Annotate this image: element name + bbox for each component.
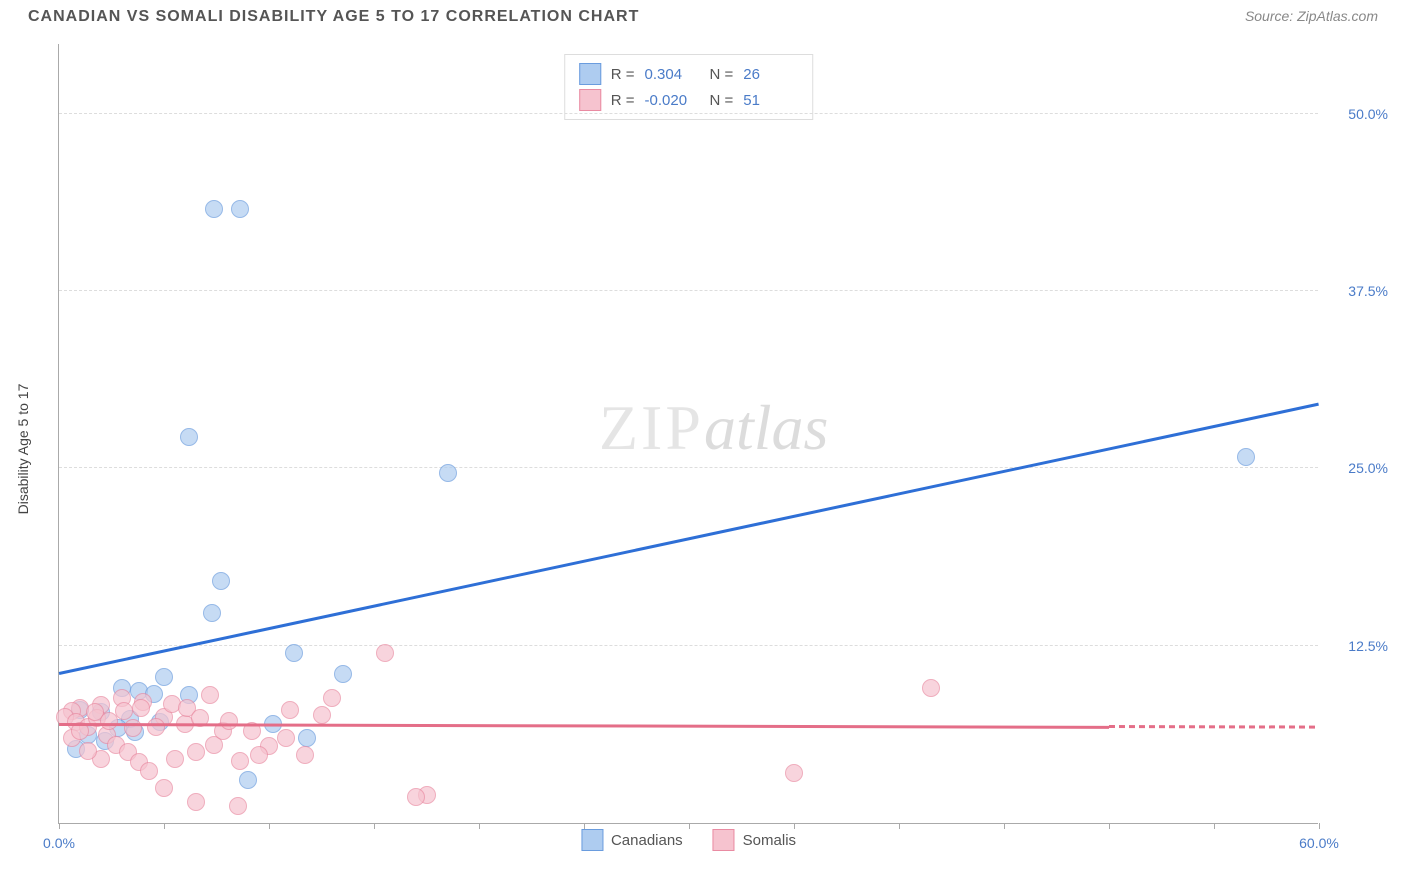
- scatter-point: [203, 604, 221, 622]
- legend-swatch: [579, 89, 601, 111]
- xtick: [1214, 823, 1215, 829]
- xtick-label-min: 0.0%: [43, 835, 75, 851]
- chart-title: CANADIAN VS SOMALI DISABILITY AGE 5 TO 1…: [28, 8, 639, 26]
- legend-r-value: 0.304: [645, 66, 700, 83]
- ytick-label: 25.0%: [1328, 460, 1388, 476]
- scatter-point: [277, 729, 295, 747]
- xtick: [164, 823, 165, 829]
- legend-swatch: [581, 829, 603, 851]
- legend-r-value: -0.020: [645, 92, 700, 109]
- scatter-point: [229, 797, 247, 815]
- scatter-point: [79, 742, 97, 760]
- trend-line: [1109, 725, 1319, 728]
- xtick: [59, 823, 60, 829]
- scatter-point: [922, 679, 940, 697]
- xtick: [269, 823, 270, 829]
- gridline-h: [59, 113, 1318, 114]
- ytick-label: 12.5%: [1328, 638, 1388, 654]
- trend-line: [59, 402, 1320, 674]
- legend-swatch: [579, 63, 601, 85]
- gridline-h: [59, 645, 1318, 646]
- scatter-point: [212, 572, 230, 590]
- scatter-point: [231, 752, 249, 770]
- legend-r-label: R =: [611, 66, 635, 83]
- scatter-point: [140, 762, 158, 780]
- legend-correlation-row: R = -0.020 N = 51: [579, 87, 799, 113]
- legend-r-label: R =: [611, 92, 635, 109]
- legend-series-label: Canadians: [611, 832, 683, 849]
- scatter-point: [155, 779, 173, 797]
- scatter-point: [132, 699, 150, 717]
- chart-source: Source: ZipAtlas.com: [1245, 8, 1378, 26]
- scatter-point: [285, 644, 303, 662]
- scatter-point: [376, 644, 394, 662]
- xtick: [899, 823, 900, 829]
- scatter-point: [115, 702, 133, 720]
- scatter-point: [281, 701, 299, 719]
- scatter-point: [785, 764, 803, 782]
- legend-swatch: [713, 829, 735, 851]
- legend-n-label: N =: [710, 66, 734, 83]
- scatter-point: [205, 200, 223, 218]
- xtick: [689, 823, 690, 829]
- scatter-point: [220, 712, 238, 730]
- xtick: [1004, 823, 1005, 829]
- legend-n-label: N =: [710, 92, 734, 109]
- scatter-point: [313, 706, 331, 724]
- legend-correlations: R = 0.304 N = 26 R = -0.020 N = 51: [564, 54, 814, 120]
- scatter-point: [124, 719, 142, 737]
- legend-series: Canadians Somalis: [581, 829, 796, 851]
- scatter-point: [187, 743, 205, 761]
- source-prefix: Source:: [1245, 8, 1297, 24]
- scatter-point: [231, 200, 249, 218]
- legend-series-item: Canadians: [581, 829, 683, 851]
- scatter-point: [180, 428, 198, 446]
- xtick: [794, 823, 795, 829]
- xtick-label-max: 60.0%: [1299, 835, 1339, 851]
- legend-n-value: 51: [743, 92, 798, 109]
- scatter-point: [166, 750, 184, 768]
- source-name: ZipAtlas.com: [1297, 8, 1378, 24]
- scatter-point: [334, 665, 352, 683]
- plot-area: ZIPatlas R =0.304N =26R =-0.020N =51 Can…: [58, 44, 1318, 824]
- ytick-label: 37.5%: [1328, 283, 1388, 299]
- scatter-point: [155, 668, 173, 686]
- legend-series-item: Somalis: [713, 829, 796, 851]
- scatter-point: [323, 689, 341, 707]
- legend-correlation-row: R = 0.304 N = 26: [579, 61, 799, 87]
- watermark-right: atlas: [704, 392, 828, 463]
- gridline-h: [59, 290, 1318, 291]
- scatter-point: [147, 718, 165, 736]
- gridline-h: [59, 467, 1318, 468]
- scatter-point: [239, 771, 257, 789]
- scatter-point: [1237, 448, 1255, 466]
- ytick-label: 50.0%: [1328, 106, 1388, 122]
- xtick: [374, 823, 375, 829]
- xtick: [1109, 823, 1110, 829]
- scatter-point: [439, 464, 457, 482]
- watermark: ZIPatlas: [599, 391, 828, 465]
- legend-n-value: 26: [743, 66, 798, 83]
- y-axis-label: Disability Age 5 to 17: [15, 384, 31, 515]
- legend-series-label: Somalis: [743, 832, 796, 849]
- scatter-point: [298, 729, 316, 747]
- scatter-point: [296, 746, 314, 764]
- scatter-point: [250, 746, 268, 764]
- scatter-point: [407, 788, 425, 806]
- xtick: [479, 823, 480, 829]
- xtick: [1319, 823, 1320, 829]
- chart-container: Disability Age 5 to 17 ZIPatlas R = 0.304…: [8, 34, 1398, 864]
- scatter-point: [201, 686, 219, 704]
- watermark-left: ZIP: [599, 392, 704, 463]
- xtick: [584, 823, 585, 829]
- scatter-point: [187, 793, 205, 811]
